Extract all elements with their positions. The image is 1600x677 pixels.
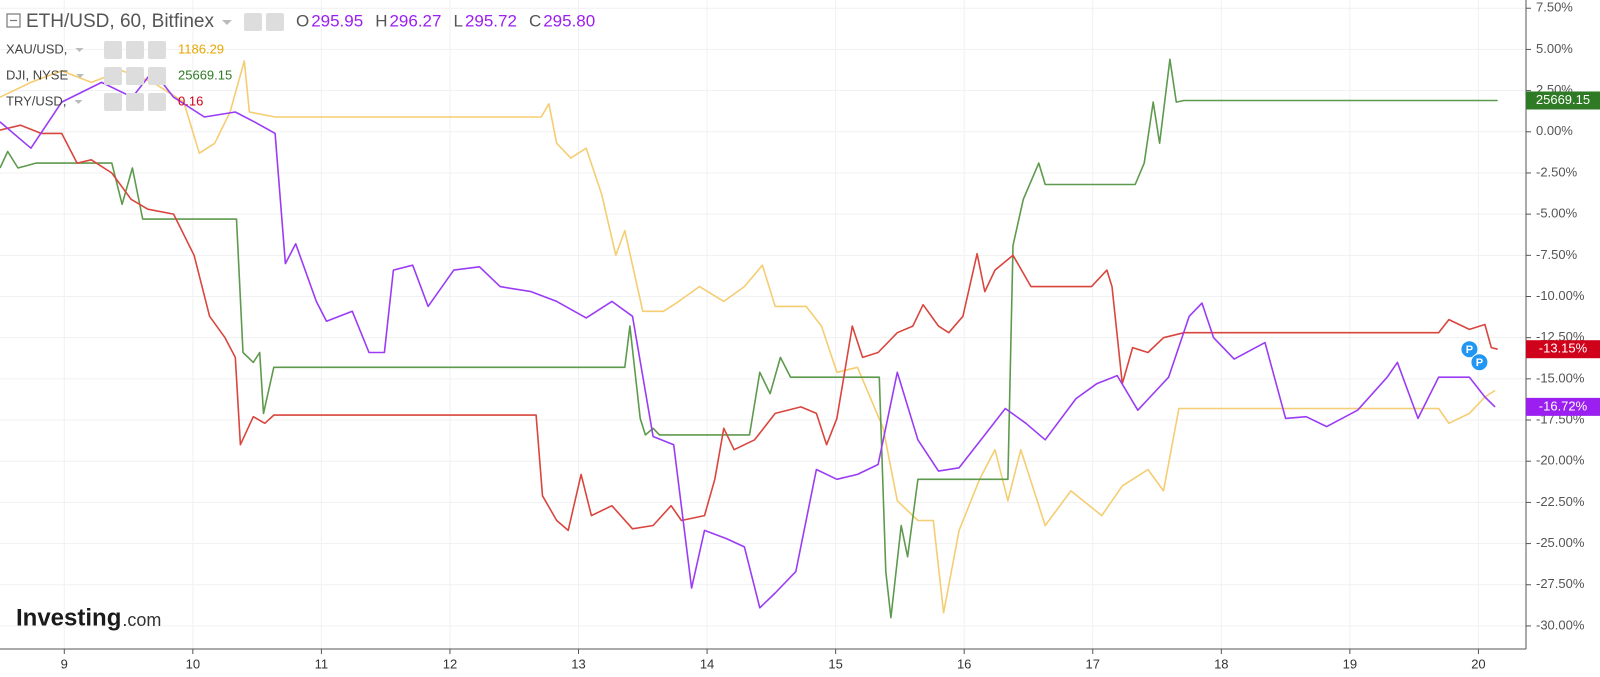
y-tick-label: -20.00% (1536, 453, 1585, 468)
compare-symbol: XAU/USD, (6, 41, 67, 56)
price-badge (1526, 397, 1600, 416)
y-tick-label: 5.00% (1536, 41, 1573, 56)
series-line (0, 60, 1496, 614)
legend-icon[interactable] (265, 13, 284, 31)
legend-icon[interactable] (104, 93, 122, 111)
main-symbol: ETH/USD, 60, Bitfinex (26, 11, 214, 32)
x-tick-label: 19 (1343, 656, 1357, 671)
price-badge-label: -16.72% (1539, 398, 1588, 413)
x-tick-label: 16 (957, 656, 971, 671)
legend-icon[interactable] (148, 41, 166, 59)
watermark-suffix: .com (122, 610, 161, 630)
legend-icon[interactable] (104, 41, 122, 59)
price-badge (1526, 340, 1600, 359)
compare-symbol: DJI, NYSE (6, 67, 68, 82)
x-tick-label: 20 (1471, 656, 1485, 671)
event-marker (1470, 353, 1489, 372)
x-tick-label: 17 (1086, 656, 1100, 671)
compare-price: 0.16 (178, 93, 203, 108)
y-tick-label: -2.50% (1536, 164, 1578, 179)
lines: PP (0, 58, 1498, 619)
legend-icon[interactable] (126, 93, 144, 111)
dropdown-caret (221, 20, 232, 25)
series-line (0, 124, 1498, 532)
legend-icon[interactable] (148, 93, 166, 111)
event-marker-label: P (1476, 357, 1483, 369)
dropdown-caret (75, 48, 84, 52)
ohlc-label: H (375, 11, 387, 30)
x-tick-label: 13 (571, 656, 585, 671)
y-tick-label: 0.00% (1536, 123, 1573, 138)
grid (0, 0, 1526, 649)
x-tick-label: 11 (315, 656, 329, 671)
y-tick-label: -22.50% (1536, 494, 1585, 509)
x-tick-label: 9 (61, 656, 68, 671)
ohlc-label: C (529, 11, 541, 30)
compare-price: 1186.29 (178, 41, 224, 56)
y-tick-label: -25.00% (1536, 535, 1585, 550)
series-line (0, 58, 1498, 619)
ohlc-value: 295.72 (465, 11, 517, 30)
price-badge-label: 25669.15 (1536, 92, 1590, 107)
event-marker-label: P (1466, 344, 1473, 356)
ohlc-value: 295.80 (543, 11, 595, 30)
legend: ETH/USD, 60, Bitfinex O 295.95 H 296.27 L 295.… (6, 11, 595, 631)
y-tick-label: -7.50% (1536, 247, 1578, 262)
collapse-icon[interactable] (6, 13, 21, 28)
ohlc-label: O (296, 11, 309, 30)
watermark-brand: Investing (16, 604, 121, 631)
y-tick-label: -30.00% (1536, 617, 1585, 632)
compare-price: 25669.15 (178, 67, 232, 82)
legend-icon[interactable] (126, 41, 144, 59)
ohlc-value: 296.27 (389, 11, 441, 30)
x-tick-label: 18 (1214, 656, 1228, 671)
legend-icon[interactable] (148, 67, 166, 85)
dropdown-caret (74, 100, 83, 104)
price-badge-label: -13.15% (1539, 341, 1588, 356)
event-marker (1460, 340, 1479, 359)
x-tick-label: 10 (186, 656, 200, 671)
y-tick-label: -5.00% (1536, 206, 1578, 221)
x-tick-label: 12 (443, 656, 457, 671)
legend-icon[interactable] (104, 67, 122, 85)
y-tick-label: -15.00% (1536, 370, 1585, 385)
x-tick-label: 15 (828, 656, 842, 671)
y-tick-label: 7.50% (1536, 0, 1573, 15)
x-tick-label: 14 (700, 656, 714, 671)
legend-icon[interactable] (126, 67, 144, 85)
dropdown-caret (76, 74, 85, 78)
ohlc-label: L (453, 11, 462, 30)
ohlc-value: 295.95 (311, 11, 363, 30)
y-tick-label: -10.00% (1536, 288, 1585, 303)
y-tick-label: -27.50% (1536, 576, 1585, 591)
compare-symbol: TRY/USD, (6, 93, 66, 108)
legend-icon[interactable] (243, 13, 262, 31)
series-line (0, 70, 1496, 609)
price-badge (1526, 91, 1600, 110)
